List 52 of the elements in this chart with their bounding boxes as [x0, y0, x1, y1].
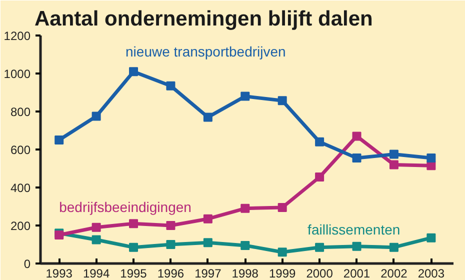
x-tick-label: 1994 — [82, 266, 110, 280]
point — [203, 214, 212, 224]
point — [203, 112, 212, 122]
point — [166, 240, 176, 249]
point — [92, 222, 101, 232]
point — [166, 221, 176, 230]
x-tick-label: 2000 — [306, 266, 334, 280]
y-tick-label: 0 — [24, 257, 31, 271]
chart-title: Aantal ondernemingen blijft dalen — [34, 8, 373, 30]
point — [92, 235, 101, 244]
point — [389, 242, 398, 252]
point — [278, 248, 287, 257]
point — [315, 172, 324, 182]
y-tick-label: 1000 — [4, 67, 31, 81]
x-tick-label: 2002 — [380, 266, 408, 280]
y-tick-label: 800 — [10, 105, 31, 119]
x-tick-label: 1997 — [194, 266, 222, 280]
series-label: nieuwe transportbedrijven — [126, 44, 286, 60]
point — [315, 242, 324, 252]
point — [389, 160, 398, 170]
point — [352, 154, 362, 163]
y-tick-label: 1200 — [4, 29, 31, 43]
series-label: bedrijfsbeeindigingen — [59, 199, 192, 215]
point — [426, 233, 436, 242]
x-tick-label: 1998 — [232, 266, 259, 280]
point — [389, 150, 398, 159]
x-tick-label: 2001 — [343, 266, 370, 280]
x-tick-label: 1999 — [269, 266, 296, 280]
point — [278, 202, 287, 212]
x-tick-label: 1996 — [157, 266, 184, 280]
x-tick-label: 1993 — [46, 266, 73, 280]
point — [129, 67, 138, 76]
point — [54, 136, 64, 144]
point — [166, 81, 176, 90]
y-tick-label: 600 — [10, 143, 31, 157]
point — [129, 242, 138, 252]
point — [352, 132, 362, 141]
point — [352, 242, 362, 251]
point — [315, 137, 324, 146]
point — [92, 112, 101, 121]
point — [278, 96, 287, 106]
point — [240, 240, 250, 250]
point — [129, 219, 138, 228]
y-tick-label: 200 — [10, 219, 31, 233]
point — [240, 204, 250, 213]
point — [426, 154, 436, 163]
x-tick-label: 2003 — [418, 266, 445, 280]
x-tick-label: 1995 — [120, 266, 148, 280]
y-tick-label: 400 — [10, 181, 31, 195]
point — [240, 92, 250, 101]
point — [203, 238, 212, 248]
series-label: faillissementen — [308, 221, 400, 238]
